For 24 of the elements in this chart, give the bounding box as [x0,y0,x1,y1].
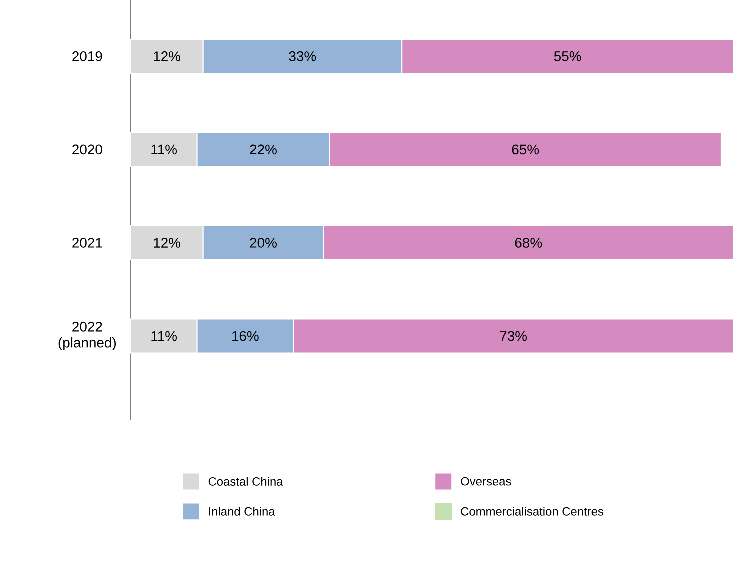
data-label: 73% [500,331,528,342]
data-label: 65% [512,144,540,155]
bar [323,225,734,260]
data-label: 12% [154,238,181,248]
y-tick-label: 2021 [72,238,102,248]
data-label: 22% [250,144,277,155]
data-label: 68% [515,238,542,248]
data-label: 16% [232,331,259,342]
legend-label: Commercialisation Centres [461,507,604,516]
y-tick-label: 2020 [72,144,102,155]
legend-label: Overseas [461,477,512,486]
data-label: 11% [152,144,177,155]
data-label: 55% [554,51,582,62]
data-label: 33% [289,51,316,62]
data-label: 11% [152,331,177,342]
bar [329,132,722,168]
y-tick-label: 2022 (planned) [58,322,116,350]
data-label: 20% [250,238,277,248]
bar [293,318,734,354]
legend-label: Coastal China [208,477,284,486]
y-tick-label: 2019 [72,51,102,62]
data-label: 12% [154,51,181,62]
legend-label: Inland China [209,507,276,516]
bar [402,38,734,74]
